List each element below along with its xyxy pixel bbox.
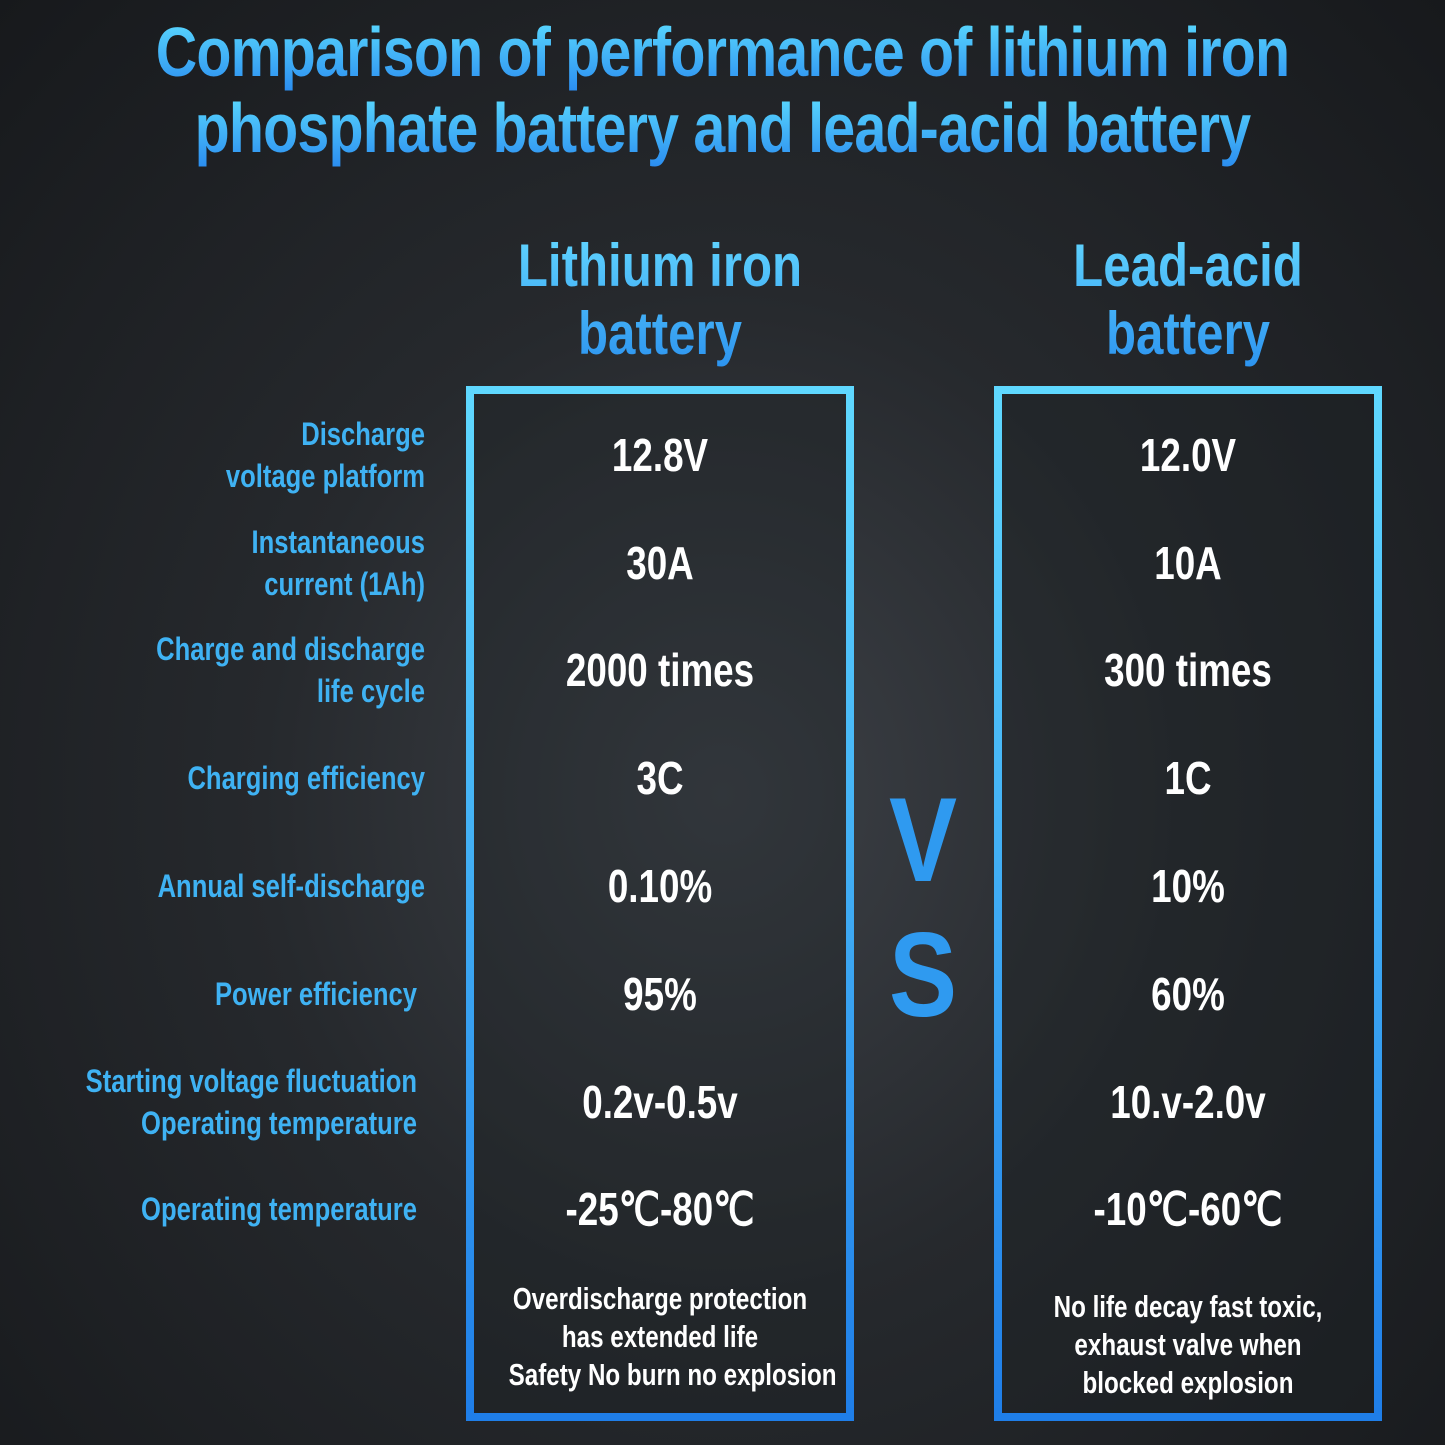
vs-letter-v: V <box>888 773 958 907</box>
row-label: Annual self-discharge <box>25 865 425 907</box>
lead-value: -10℃-60℃ <box>1093 1183 1283 1235</box>
lithium-value: 12.8V <box>611 429 709 481</box>
lithium-value: 95% <box>623 968 697 1020</box>
row-label: Charge and discharge life cycle <box>25 628 425 712</box>
lead-value: 60% <box>1151 968 1225 1020</box>
page-title-line-2: phosphate battery and lead-acid battery <box>130 88 1315 168</box>
lithium-column-box <box>466 386 854 1421</box>
lead-value: 12.0V <box>1139 429 1237 481</box>
lead-note-line: No life decay fast toxic, <box>1053 1289 1323 1324</box>
lithium-value: 0.2v-0.5v <box>582 1076 738 1128</box>
vs-letter-s: S <box>888 908 958 1042</box>
lead-note: No life decay fast toxic, exhaust valve … <box>1037 1288 1340 1402</box>
lithium-header-line-2: battery <box>577 300 743 367</box>
lithium-note: Overdischarge protection has extended li… <box>508 1280 837 1394</box>
row-label-line: Annual self-discharge <box>157 868 425 904</box>
lead-value: 10% <box>1151 860 1225 912</box>
lithium-note-line: Safety No burn no explosion <box>508 1357 837 1392</box>
lithium-value: 2000 times <box>565 644 755 696</box>
lead-value: 300 times <box>1104 644 1272 696</box>
row-label: Charging efficiency <box>25 757 425 799</box>
lithium-header-line-1: Lithium iron <box>517 232 803 299</box>
lithium-value: 0.10% <box>607 860 713 912</box>
lead-note-line: exhaust valve when <box>1074 1327 1302 1362</box>
lead-note-line: blocked explosion <box>1082 1365 1294 1400</box>
row-label: Discharge voltage platform <box>25 413 425 497</box>
row-label: Power efficiency <box>17 973 417 1015</box>
row-label-line: current (1Ah) <box>264 566 425 602</box>
row-label: Operating temperature <box>17 1188 417 1230</box>
lead-value: 10.v-2.0v <box>1110 1076 1266 1128</box>
lead-column-box <box>994 386 1382 1421</box>
row-label-line: Power efficiency <box>214 976 417 1012</box>
row-label-line: Operating temperature <box>141 1105 417 1141</box>
row-label: Starting voltage fluctuation Operating te… <box>17 1060 417 1144</box>
lead-value: 10A <box>1154 537 1222 589</box>
row-label-line: Discharge <box>301 416 425 452</box>
lithium-note-line: Overdischarge protection <box>512 1281 808 1316</box>
row-label-line: Starting voltage fluctuation <box>85 1063 418 1099</box>
lead-column-header: Lead-acid battery <box>983 232 1393 368</box>
lithium-value: -25℃-80℃ <box>565 1183 755 1235</box>
lead-header-line-1: Lead-acid <box>1073 232 1303 299</box>
row-label: Instantaneous current (1Ah) <box>25 521 425 605</box>
row-label-line: life cycle <box>316 673 425 709</box>
row-label-line: Instantaneous <box>251 524 425 560</box>
lead-value: 1C <box>1164 752 1212 804</box>
lead-header-line-2: battery <box>1105 300 1271 367</box>
lithium-value: 3C <box>636 752 684 804</box>
page-title-line-1: Comparison of performance of lithium iro… <box>130 12 1315 92</box>
row-label-line: Operating temperature <box>141 1191 417 1227</box>
row-label-line: Charging efficiency <box>187 760 425 796</box>
row-label-line: Charge and discharge <box>156 631 425 667</box>
lithium-value: 30A <box>626 537 694 589</box>
lithium-note-line: has extended life <box>561 1319 759 1354</box>
row-label-line: voltage platform <box>225 458 425 494</box>
lithium-column-header: Lithium iron battery <box>455 232 865 368</box>
